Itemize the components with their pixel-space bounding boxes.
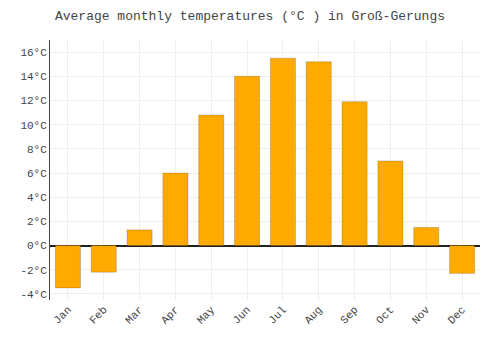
svg-text:10°C: 10°C [20,120,47,132]
svg-text:Aug: Aug [302,304,324,326]
svg-text:2°C: 2°C [27,216,47,228]
svg-text:Dec: Dec [446,304,468,326]
svg-text:8°C: 8°C [27,144,47,156]
svg-text:14°C: 14°C [20,71,47,83]
svg-text:-2°C: -2°C [20,265,47,277]
svg-text:Jul: Jul [266,304,288,326]
svg-text:Jun: Jun [231,304,253,326]
svg-text:12°C: 12°C [20,95,47,107]
svg-text:16°C: 16°C [20,47,47,59]
svg-text:4°C: 4°C [27,192,47,204]
svg-text:May: May [195,304,218,327]
svg-text:Nov: Nov [410,304,433,327]
svg-text:Jan: Jan [51,304,73,326]
svg-text:Sep: Sep [338,304,360,326]
svg-text:6°C: 6°C [27,168,47,180]
svg-text:-4°C: -4°C [20,289,47,301]
svg-text:Feb: Feb [87,304,109,326]
svg-text:0°C: 0°C [27,240,47,252]
svg-text:Apr: Apr [159,304,181,326]
svg-text:Average monthly temperatures (: Average monthly temperatures (°C ) in Gr… [55,9,445,24]
svg-text:Mar: Mar [123,304,145,326]
svg-text:Oct: Oct [374,304,396,326]
